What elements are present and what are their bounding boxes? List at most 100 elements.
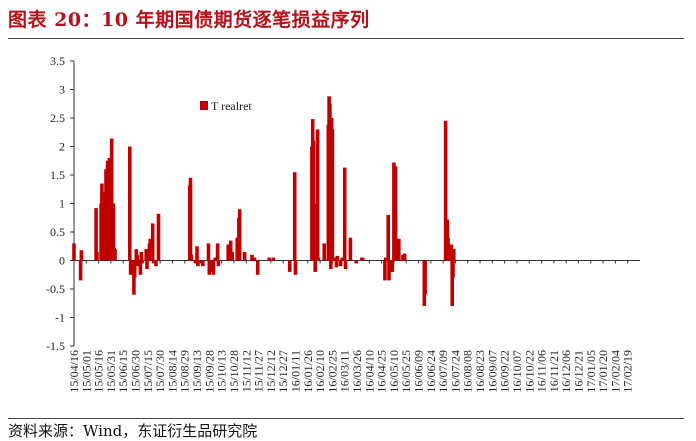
data-bar — [393, 166, 398, 261]
data-bar — [136, 260, 140, 267]
x-tick-label: 15/12/27 — [276, 350, 290, 393]
data-bar — [342, 167, 347, 261]
data-bar — [215, 243, 220, 261]
x-tick-label: 16/10/22 — [522, 350, 536, 393]
data-bar — [287, 260, 292, 272]
data-bar — [340, 257, 344, 261]
y-tick-label: 1 — [59, 197, 65, 211]
data-bar — [228, 240, 233, 261]
data-bar — [293, 260, 298, 275]
data-bar — [145, 260, 149, 270]
x-tick-label: 15/09/28 — [202, 350, 216, 393]
data-bar — [128, 146, 132, 261]
x-tick-label: 16/03/11 — [338, 350, 352, 392]
x-tick-label: 16/01/11 — [288, 350, 302, 392]
x-tick-label: 16/04/10 — [362, 350, 376, 393]
data-bar — [189, 254, 194, 261]
data-bar — [397, 238, 401, 261]
source-note: 资料来源：Wind，东证衍生品研究院 — [8, 422, 258, 440]
data-bar — [402, 253, 407, 261]
data-bar — [451, 260, 455, 278]
x-tick-label: 16/09/07 — [485, 350, 499, 393]
y-tick-label: 3 — [59, 83, 65, 97]
x-tick-label: 15/05/16 — [92, 350, 106, 393]
legend-label: T realret — [211, 99, 252, 113]
data-bar — [452, 249, 456, 261]
data-bar — [139, 252, 144, 261]
data-bar — [316, 257, 321, 261]
x-tick-label: 15/07/30 — [153, 350, 167, 393]
x-tick-label: 16/10/07 — [510, 350, 524, 393]
data-bar — [109, 138, 114, 261]
x-tick-label: 15/10/28 — [227, 350, 241, 393]
chart-title: 图表 20：10 年期国债期货逐笔损益序列 — [8, 9, 370, 31]
data-bar — [94, 208, 98, 261]
data-bar — [447, 246, 451, 261]
x-tick-label: 16/08/08 — [461, 350, 475, 393]
x-tick-label: 15/04/16 — [67, 350, 81, 393]
data-bar — [354, 260, 358, 264]
x-tick-label: 15/10/13 — [215, 350, 229, 393]
x-tick-label: 16/07/09 — [436, 350, 450, 393]
data-bar — [338, 260, 343, 267]
data-bar — [322, 243, 326, 261]
data-bar — [150, 223, 155, 261]
data-bar — [188, 177, 193, 261]
data-bar — [144, 249, 148, 261]
data-bar — [72, 243, 76, 261]
x-tick-label: 16/05/25 — [399, 350, 413, 393]
x-tick-label: 16/02/10 — [313, 350, 327, 393]
x-tick-label: 15/08/14 — [165, 350, 179, 393]
data-bar — [148, 238, 153, 261]
data-bar — [79, 250, 84, 261]
source-divider — [8, 418, 684, 419]
data-bar — [348, 237, 353, 261]
x-tick-label: 16/01/26 — [301, 350, 315, 393]
data-bar — [292, 172, 297, 261]
data-bar — [390, 260, 395, 272]
y-tick-label: 3.5 — [50, 54, 65, 68]
data-bar — [267, 257, 271, 261]
x-tick-label: 15/05/01 — [79, 350, 93, 393]
data-bar — [196, 260, 200, 267]
data-bar — [132, 260, 137, 278]
data-bar — [242, 252, 247, 261]
data-bar — [360, 257, 365, 261]
y-tick-label: 1.5 — [50, 168, 65, 182]
x-tick-label: 16/04/25 — [375, 350, 389, 393]
data-bar — [383, 260, 387, 281]
data-bar — [211, 260, 216, 275]
x-tick-label: 15/06/30 — [129, 350, 143, 393]
data-bar — [333, 257, 337, 261]
data-bar — [140, 260, 144, 264]
data-bar — [78, 260, 83, 281]
y-tick-label: 0 — [59, 254, 65, 268]
y-tick-label: 0.5 — [50, 225, 65, 239]
legend-swatch — [200, 101, 208, 110]
y-tick-label: 2 — [59, 140, 65, 154]
data-bar — [95, 252, 99, 261]
data-bar — [135, 254, 139, 261]
x-tick-label: 16/06/09 — [412, 350, 426, 393]
data-bar — [443, 120, 448, 261]
data-bar — [198, 260, 203, 264]
data-bar — [237, 209, 242, 261]
data-bar — [195, 246, 199, 261]
data-bar — [335, 255, 340, 261]
data-bar — [250, 254, 254, 261]
x-tick-label: 16/11/06 — [535, 350, 549, 392]
data-bar — [315, 129, 320, 261]
x-tick-label: 17/02/19 — [621, 350, 635, 393]
x-tick-label: 15/08/29 — [178, 350, 192, 393]
x-tick-label: 16/07/24 — [448, 350, 462, 393]
data-bar — [201, 260, 205, 267]
data-bar — [330, 129, 335, 261]
data-bar — [113, 249, 117, 261]
x-tick-label: 15/05/31 — [104, 350, 118, 393]
x-tick-label: 16/12/21 — [571, 350, 585, 393]
y-tick-label: 2.5 — [50, 111, 65, 125]
data-bar — [156, 213, 161, 261]
x-tick-label: 15/09/13 — [190, 350, 204, 393]
data-bar — [206, 243, 211, 261]
